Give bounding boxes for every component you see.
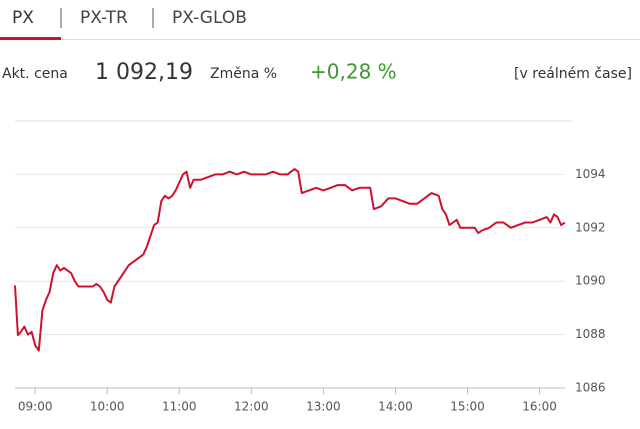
x-tick-label: 16:00 — [522, 400, 557, 414]
x-tick-label: 15:00 — [450, 400, 485, 414]
y-tick-label: 1090 — [575, 274, 606, 288]
tab[interactable]: PX-TR — [80, 8, 128, 28]
price: 1 092,19 — [95, 60, 193, 85]
tab[interactable]: PX — [12, 8, 34, 28]
change-label: Změna % — [210, 66, 277, 82]
x-tick-label: 09:00 — [18, 400, 53, 414]
x-tick-label: 10:00 — [90, 400, 125, 414]
price-label: Akt. cena — [2, 66, 68, 82]
realtime-note: [v reálném čase] — [514, 66, 632, 82]
change: +0,28 % — [310, 60, 397, 84]
x-tick-label: 11:00 — [162, 400, 197, 414]
x-tick-label: 14:00 — [378, 400, 413, 414]
x-tick-label: 12:00 — [234, 400, 269, 414]
y-tick-label: 1088 — [575, 327, 606, 341]
price-line — [14, 168, 566, 352]
y-tick-label: 1092 — [575, 220, 606, 234]
y-tick-label: 1086 — [575, 381, 606, 395]
x-tick-label: 13:00 — [306, 400, 341, 414]
active-tab-underline — [0, 37, 61, 40]
y-tick-label: 1094 — [575, 167, 606, 181]
tab[interactable]: PX-GLOB — [172, 8, 247, 28]
